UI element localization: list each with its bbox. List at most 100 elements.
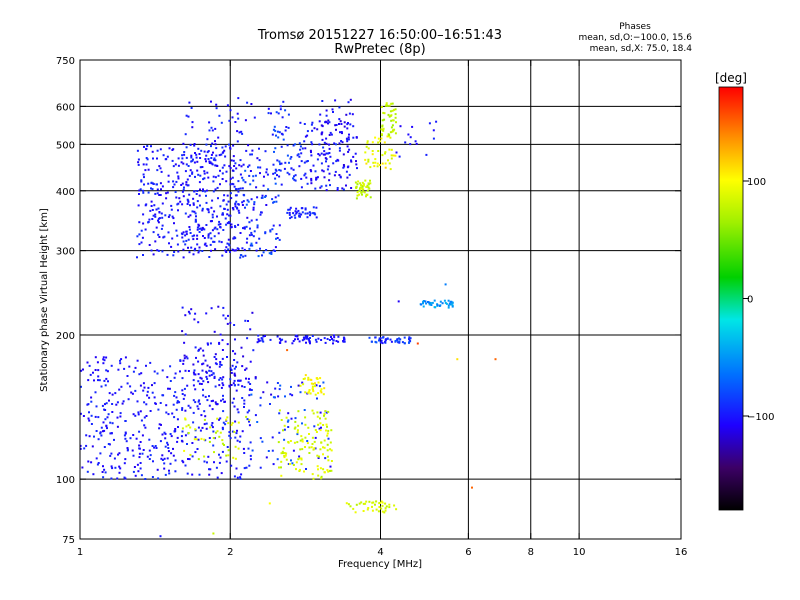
data-point xyxy=(205,427,208,430)
data-point xyxy=(126,382,129,385)
data-point xyxy=(147,182,150,185)
data-point xyxy=(306,130,309,133)
data-point xyxy=(289,157,292,160)
data-point xyxy=(312,212,315,215)
data-point xyxy=(205,201,208,204)
data-point xyxy=(161,202,164,205)
data-point xyxy=(190,160,193,163)
data-point xyxy=(232,208,235,211)
data-point xyxy=(447,299,450,302)
data-point xyxy=(222,421,225,424)
data-point xyxy=(214,164,217,167)
data-point xyxy=(201,363,204,366)
data-point xyxy=(336,187,339,189)
data-point xyxy=(181,190,184,193)
data-point xyxy=(190,107,193,109)
data-point xyxy=(222,213,224,216)
data-point xyxy=(236,130,239,133)
data-point xyxy=(163,431,166,434)
data-point xyxy=(254,414,257,417)
data-point xyxy=(225,251,228,253)
data-point xyxy=(295,211,298,214)
data-point xyxy=(234,205,237,208)
data-point xyxy=(103,359,106,362)
data-point xyxy=(226,222,229,225)
data-point xyxy=(251,449,254,452)
data-point xyxy=(314,338,317,341)
data-point xyxy=(167,387,169,390)
data-point xyxy=(108,399,110,402)
data-point xyxy=(290,459,292,462)
data-point xyxy=(212,399,214,402)
data-point xyxy=(116,477,119,480)
data-point xyxy=(369,166,372,169)
data-point xyxy=(362,184,365,187)
data-point xyxy=(173,183,176,186)
data-point xyxy=(317,468,319,471)
data-point xyxy=(212,158,215,161)
data-point xyxy=(229,226,232,229)
data-point xyxy=(424,300,427,303)
data-point xyxy=(316,454,319,457)
data-point xyxy=(160,170,163,173)
data-point xyxy=(233,236,236,239)
data-point xyxy=(174,470,177,473)
data-point xyxy=(140,372,143,375)
data-point xyxy=(172,180,175,183)
data-point xyxy=(313,127,316,130)
data-point xyxy=(278,412,281,415)
data-point xyxy=(197,373,200,376)
data-point xyxy=(291,342,294,345)
data-point xyxy=(140,241,143,244)
data-point xyxy=(272,128,275,131)
data-point xyxy=(333,174,336,177)
data-point xyxy=(408,341,411,344)
data-point xyxy=(194,401,197,404)
data-point xyxy=(308,452,311,454)
data-point xyxy=(192,371,195,374)
data-point xyxy=(301,147,304,150)
data-point xyxy=(378,339,380,342)
data-point xyxy=(451,301,454,304)
data-point xyxy=(295,468,297,471)
data-point xyxy=(355,197,358,200)
data-point xyxy=(382,129,385,132)
data-point xyxy=(194,428,197,431)
data-point xyxy=(330,429,333,432)
data-point xyxy=(382,336,384,339)
data-point xyxy=(284,454,287,457)
data-point xyxy=(309,392,312,395)
data-point xyxy=(166,155,169,158)
data-point xyxy=(220,121,223,124)
data-point xyxy=(176,171,179,174)
data-point xyxy=(294,216,297,219)
data-point xyxy=(210,400,213,403)
data-point xyxy=(220,399,222,402)
data-point xyxy=(94,391,97,394)
data-point xyxy=(310,123,313,126)
data-point xyxy=(332,334,335,337)
data-point xyxy=(194,388,197,391)
data-point xyxy=(207,208,210,211)
data-point xyxy=(169,433,172,435)
data-point xyxy=(355,185,358,188)
data-point xyxy=(184,170,187,173)
data-point xyxy=(319,186,322,189)
data-point xyxy=(88,364,91,367)
data-point xyxy=(425,302,428,305)
data-point xyxy=(335,124,338,126)
data-point xyxy=(196,243,199,246)
data-point xyxy=(379,140,382,143)
data-point xyxy=(117,368,120,371)
data-point xyxy=(256,157,259,160)
data-point xyxy=(276,174,278,177)
data-point xyxy=(237,209,240,212)
data-point xyxy=(293,214,296,217)
data-point xyxy=(229,321,232,324)
data-point xyxy=(182,461,185,464)
data-point xyxy=(165,158,168,161)
data-point xyxy=(342,166,345,169)
data-point xyxy=(322,453,324,456)
data-point xyxy=(252,179,255,182)
data-point xyxy=(314,187,317,190)
